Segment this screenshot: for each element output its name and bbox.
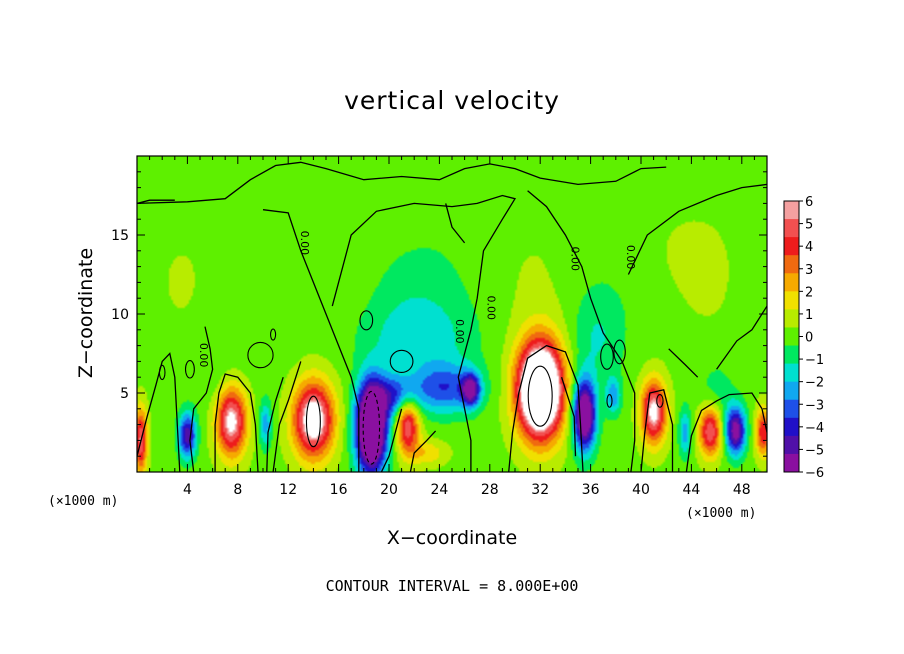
x-tick-label-11: 48 bbox=[733, 482, 751, 498]
colorbar-swatch-13 bbox=[784, 435, 799, 455]
contour-interval-note: CONTOUR INTERVAL = 8.000E+00 bbox=[325, 577, 579, 595]
colorbar-swatch-8 bbox=[784, 345, 799, 365]
contour-loop-8 bbox=[184, 360, 195, 379]
zero-contour-lines bbox=[137, 161, 767, 472]
contour-line-11 bbox=[272, 361, 302, 472]
colorbar-label-7: −1 bbox=[805, 353, 824, 368]
contour-line-8 bbox=[189, 326, 214, 472]
contour-line-3 bbox=[331, 194, 517, 472]
y-tick-label-0: 5 bbox=[120, 386, 129, 402]
contour-loop-4 bbox=[600, 343, 614, 370]
colorbar-label-0: 6 bbox=[805, 195, 813, 210]
contour-loop-5 bbox=[613, 339, 626, 365]
contour-line-0 bbox=[137, 161, 667, 205]
colorbar-label-11: −5 bbox=[805, 443, 824, 458]
colorbar-swatch-3 bbox=[784, 255, 799, 274]
colorbar-swatch-14 bbox=[784, 453, 799, 473]
contour-line-15 bbox=[640, 389, 674, 472]
colorbar-label-5: 1 bbox=[805, 308, 813, 323]
x-unit-right: (×1000 m) bbox=[686, 506, 756, 521]
y-tick-label-1: 10 bbox=[111, 307, 129, 323]
chart-title: vertical velocity bbox=[344, 86, 560, 115]
x-tick-label-6: 28 bbox=[481, 482, 499, 498]
x-tick-label-2: 12 bbox=[279, 482, 297, 498]
contour-line-18 bbox=[668, 348, 699, 378]
colorbar-swatch-0 bbox=[784, 201, 799, 220]
contour-line-6 bbox=[627, 183, 767, 275]
colorbar-swatch-11 bbox=[784, 399, 799, 419]
x-tick-label-4: 20 bbox=[380, 482, 398, 498]
colorbar-swatch-5 bbox=[784, 291, 799, 310]
contour-loop-9 bbox=[158, 364, 166, 381]
contour-loop-3 bbox=[389, 349, 414, 374]
contour-line-5 bbox=[527, 190, 636, 472]
contour-label-3: 0.00 bbox=[624, 245, 637, 270]
contour-line-17 bbox=[716, 305, 767, 370]
x-tick-label-5: 24 bbox=[430, 482, 448, 498]
colorbar-label-9: −3 bbox=[805, 398, 824, 413]
contour-label-2: 0.00 bbox=[569, 246, 582, 271]
contour-line-14 bbox=[508, 344, 584, 472]
colorbar-swatch-4 bbox=[784, 273, 799, 292]
x-tick-label-9: 40 bbox=[632, 482, 650, 498]
colorbar-swatch-6 bbox=[784, 309, 799, 328]
x-tick-label-7: 32 bbox=[531, 482, 549, 498]
colorbar-swatch-10 bbox=[784, 381, 799, 401]
contour-line-7 bbox=[137, 352, 181, 472]
colorbar-swatch-12 bbox=[784, 417, 799, 437]
contour-loop-7 bbox=[359, 310, 374, 331]
colorbar-label-1: 5 bbox=[805, 218, 813, 233]
contour-labels: 0.00 0.00 0.00 0.00 0.00 0.00 bbox=[197, 231, 637, 368]
x-tick-label-3: 16 bbox=[330, 482, 348, 498]
x-tick-label-1: 8 bbox=[233, 482, 242, 498]
colorbar-label-6: 0 bbox=[805, 331, 813, 346]
contour-line-12 bbox=[380, 408, 403, 472]
contour-label-5: 0.00 bbox=[453, 319, 466, 344]
contour-label-0: 0.00 bbox=[298, 231, 311, 256]
colorbar: 6 5 4 3 2 1 0 −1 −2 −3 −4 −5 −6 bbox=[783, 195, 824, 481]
contour-loop-12 bbox=[270, 328, 277, 341]
contour-label-1: 0.00 bbox=[484, 295, 497, 320]
colorbar-label-4: 2 bbox=[805, 285, 813, 300]
x-axis-label: X−coordinate bbox=[386, 527, 518, 549]
contour-loop-11 bbox=[606, 394, 613, 408]
x-tick-label-0: 4 bbox=[183, 482, 192, 498]
contour-loop-10 bbox=[656, 394, 664, 408]
colorbar-label-10: −4 bbox=[805, 421, 824, 436]
colorbar-swatch-1 bbox=[784, 219, 799, 238]
contour-line-19 bbox=[560, 377, 577, 457]
contour-loop-0 bbox=[305, 395, 321, 448]
contour-line-10 bbox=[266, 377, 284, 472]
contour-line-9 bbox=[214, 373, 259, 472]
colorbar-swatch-2 bbox=[784, 237, 799, 256]
colorbar-swatch-7 bbox=[784, 327, 799, 347]
contour-loop-2 bbox=[527, 365, 553, 427]
y-tick-label-2: 15 bbox=[111, 228, 129, 244]
y-axis-label: Z−coordinate bbox=[75, 248, 97, 378]
contour-loop-1 bbox=[362, 390, 381, 465]
contour-line-4 bbox=[445, 203, 466, 244]
x-unit-left: (×1000 m) bbox=[48, 494, 118, 509]
contour-line-13 bbox=[409, 430, 437, 472]
x-tick-label-8: 36 bbox=[582, 482, 600, 498]
velocity-field-image bbox=[137, 156, 767, 472]
contour-line-16 bbox=[685, 392, 767, 472]
contour-loop-6 bbox=[247, 341, 274, 369]
colorbar-swatch-9 bbox=[784, 363, 799, 383]
x-tick-label-10: 44 bbox=[682, 482, 700, 498]
contour-line-1 bbox=[137, 199, 175, 205]
colorbar-label-2: 4 bbox=[805, 240, 813, 255]
colorbar-label-3: 3 bbox=[805, 263, 813, 278]
contour-line-2 bbox=[262, 209, 360, 472]
contour-label-4: 0.00 bbox=[197, 343, 210, 368]
colorbar-label-12: −6 bbox=[805, 466, 824, 481]
colorbar-label-8: −2 bbox=[805, 376, 824, 391]
